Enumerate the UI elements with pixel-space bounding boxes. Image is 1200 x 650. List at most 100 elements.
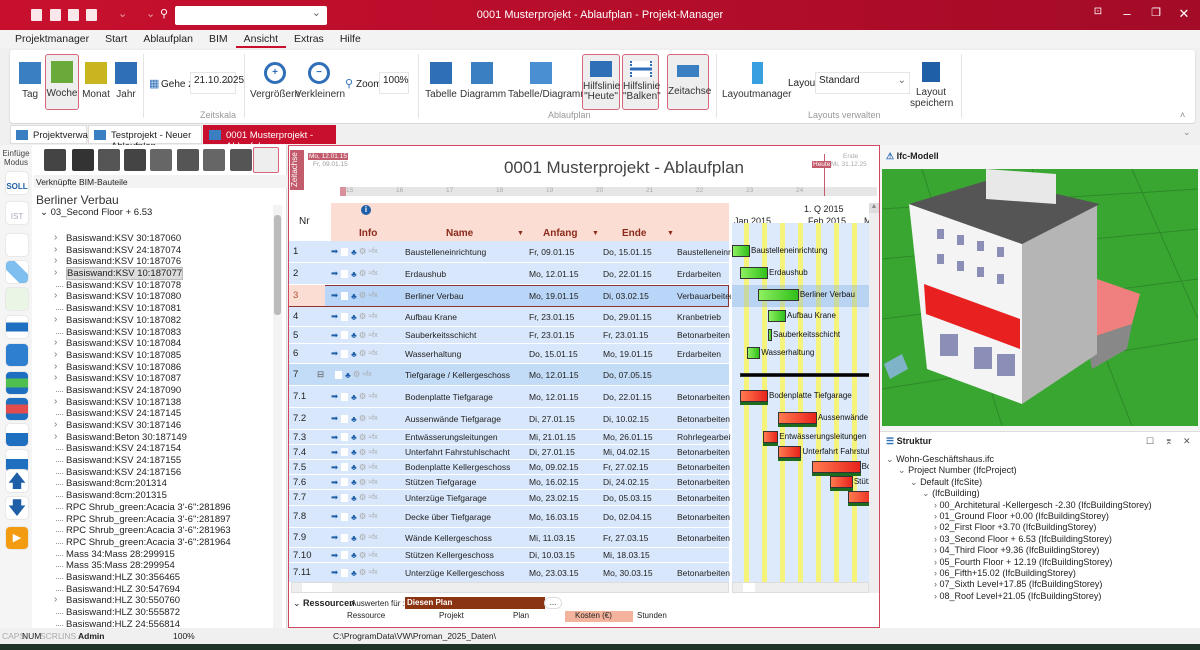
tree-item[interactable]: RPC Shrub_green:Acacia 3'-6":281897 bbox=[54, 514, 279, 526]
close-panel-icon[interactable]: ✕ bbox=[1183, 436, 1191, 446]
resource-icon[interactable]: ♣ bbox=[351, 511, 357, 522]
restore-ribbon-icon[interactable]: ⊡ bbox=[1093, 6, 1103, 17]
tree-item[interactable]: Basiswand:KSV 24:187074 bbox=[54, 244, 279, 257]
structure-item[interactable]: › 08_Roof Level+21.05 (IfcBuildingStorey… bbox=[886, 591, 1196, 602]
link-arrow-icon[interactable]: ➡ bbox=[331, 329, 339, 340]
tabs-dropdown-icon[interactable]: ⌄ bbox=[1183, 127, 1191, 137]
save-icon[interactable] bbox=[50, 9, 61, 21]
gantt-bar[interactable] bbox=[757, 289, 799, 301]
note-icon[interactable] bbox=[341, 414, 349, 423]
eval-more-button[interactable]: ... bbox=[544, 597, 562, 609]
formula-icon[interactable]: ≈fx bbox=[368, 494, 378, 501]
link-arrow-icon[interactable]: ➡ bbox=[331, 290, 339, 300]
table-row[interactable]: 6 ➡ ♣ ⚙ ≈fx Wasserhaltung Do, 15.01.15 Mo, 19.0… bbox=[289, 344, 729, 364]
tree-item[interactable]: RPC Shrub_green:Acacia 3'-6":281963 bbox=[54, 525, 279, 537]
table-row[interactable]: 1 ➡ ♣ ⚙ ≈fx Baustelleneinrichtung Fr, 09.01.15… bbox=[289, 241, 731, 263]
chevron-right-icon[interactable]: › bbox=[934, 499, 937, 510]
gantt-bar[interactable] bbox=[811, 461, 861, 473]
gantt-hscroll[interactable] bbox=[732, 582, 869, 593]
bim-icon[interactable]: ⚙ bbox=[358, 268, 367, 278]
formula-icon[interactable]: ≈fx bbox=[368, 463, 378, 471]
chevron-right-icon[interactable]: › bbox=[934, 590, 937, 601]
close-button[interactable]: ✕ bbox=[1178, 6, 1190, 21]
redo-dropdown-icon[interactable]: ⌄ bbox=[146, 8, 156, 20]
resource-icon[interactable]: ♣ bbox=[351, 290, 357, 301]
table-row[interactable]: 7.10 ➡ ♣ ⚙ ≈fx Stützen Kellergeschoss Di, 10.0… bbox=[289, 548, 729, 563]
gantt-vscroll[interactable]: ▲ bbox=[869, 203, 879, 593]
ifc-3d-viewer[interactable] bbox=[882, 169, 1198, 426]
tree-item[interactable]: Basiswand:KSV 10:187080 bbox=[54, 290, 279, 303]
collapse-ribbon-icon[interactable]: ˄ bbox=[1180, 110, 1186, 120]
milestone-bar-icon[interactable] bbox=[5, 233, 29, 257]
col-info[interactable]: Info bbox=[359, 228, 378, 239]
layout-save-button[interactable]: Layout speichern bbox=[910, 56, 953, 112]
note-icon[interactable] bbox=[341, 331, 349, 339]
chevron-right-icon[interactable]: › bbox=[934, 522, 937, 533]
gantt-bar[interactable] bbox=[762, 431, 779, 443]
formula-icon[interactable]: ≈fx bbox=[368, 415, 378, 422]
note-icon[interactable] bbox=[341, 392, 349, 401]
hilfslinie-balken-button[interactable]: Hilfslinie "Balken" bbox=[622, 54, 661, 110]
formula-icon[interactable]: ≈fx bbox=[368, 551, 378, 559]
undo-dropdown-icon[interactable]: ⌄ bbox=[118, 8, 128, 20]
model-view-icon[interactable] bbox=[124, 149, 146, 171]
resource-icon[interactable]: ♣ bbox=[351, 268, 357, 279]
collapse-icon[interactable]: ⊟ bbox=[317, 369, 325, 379]
structure-item[interactable]: › 00_Architetural -Kellergesch -2.30 (If… bbox=[886, 500, 1196, 511]
resource-icon[interactable]: ♣ bbox=[351, 462, 357, 472]
timeline-start-marker[interactable] bbox=[340, 187, 346, 196]
bim-icon[interactable]: ⚙ bbox=[358, 492, 367, 502]
resource-icon[interactable]: ♣ bbox=[351, 348, 357, 359]
bim-icon[interactable]: ⚙ bbox=[358, 290, 367, 300]
formula-icon[interactable]: ≈fx bbox=[368, 569, 378, 576]
note-icon[interactable] bbox=[341, 448, 349, 456]
gantt-bar[interactable] bbox=[778, 446, 802, 458]
chevron-down-icon[interactable]: ⌄ bbox=[922, 488, 930, 499]
tree-item[interactable]: Basiswand:KSV 10:187083 bbox=[54, 327, 279, 339]
hilfslinie-heute-button[interactable]: Hilfslinie "Heute" bbox=[582, 54, 620, 110]
col-name[interactable]: Name bbox=[446, 228, 474, 239]
note-icon[interactable] bbox=[341, 568, 349, 577]
chevron-right-icon[interactable]: › bbox=[934, 567, 937, 578]
resource-icon[interactable]: ♣ bbox=[351, 311, 357, 322]
tree-item[interactable]: Basiswand:HLZ 30:550760 bbox=[54, 594, 279, 607]
zoom-select[interactable]: 100% bbox=[379, 72, 409, 94]
pages-icon[interactable] bbox=[150, 149, 172, 171]
checklist-icon[interactable] bbox=[177, 149, 199, 171]
formula-icon[interactable]: ≈fx bbox=[368, 248, 378, 255]
bim-icon[interactable]: ⚙ bbox=[358, 461, 367, 472]
link-arrow-icon[interactable]: ➡ bbox=[331, 567, 339, 577]
link-arrow-icon[interactable]: ➡ bbox=[331, 492, 339, 502]
table-row[interactable]: 7.5 ➡ ♣ ⚙ ≈fx Bodenplatte Kellergeschoss Mo, 0… bbox=[289, 460, 730, 475]
chevron-down-icon[interactable]: ⌄ bbox=[886, 454, 894, 464]
zoom-in-button[interactable]: + Vergrößern bbox=[248, 56, 302, 106]
table-row[interactable]: 7.6 ➡ ♣ ⚙ ≈fx Stützen Tiefgarage Mo, 16.02.15 D… bbox=[289, 475, 730, 490]
resource-icon[interactable]: ♣ bbox=[351, 550, 357, 560]
gantt-bar[interactable] bbox=[747, 347, 761, 359]
structure-item[interactable]: › 07_Sixth Level+17.85 (IfcBuildingStore… bbox=[886, 579, 1196, 590]
tree-item[interactable]: RPC Shrub_green:Acacia 3'-6":281896 bbox=[54, 502, 279, 514]
maximize-panel-icon[interactable]: ☐ bbox=[1146, 436, 1155, 446]
menu-ansicht[interactable]: Ansicht bbox=[235, 30, 287, 48]
minimize-button[interactable]: – bbox=[1123, 6, 1131, 21]
link-arrow-icon[interactable]: ➡ bbox=[331, 268, 339, 278]
menu-start[interactable]: Start bbox=[105, 33, 128, 45]
resource-icon[interactable]: ♣ bbox=[345, 369, 351, 380]
tree-item[interactable]: Basiswand:KSV 30:187146 bbox=[54, 419, 279, 432]
link-arrow-icon[interactable]: ➡ bbox=[331, 549, 339, 560]
tree-item[interactable]: Basiswand:KSV 24:187145 bbox=[54, 408, 279, 420]
diamond-icon[interactable] bbox=[5, 260, 29, 284]
structure-item[interactable]: › 02_First Floor +3.70 (IfcBuildingStore… bbox=[886, 522, 1196, 533]
insert-row-icon[interactable] bbox=[5, 371, 29, 395]
note-icon[interactable] bbox=[341, 247, 349, 256]
gantt-chart[interactable]: Baustelleneinrichtung Erdaushub Berliner V… bbox=[732, 223, 869, 593]
bim-icon[interactable]: ⚙ bbox=[358, 246, 367, 256]
link-arrow-icon[interactable]: ➡ bbox=[331, 246, 339, 256]
delete-row-icon[interactable] bbox=[5, 397, 29, 421]
tree-item[interactable]: Basiswand:8cm:201314 bbox=[54, 478, 279, 490]
tab-testprojekt[interactable]: Testprojekt - Neuer Ablaufplan bbox=[88, 125, 202, 152]
chevron-down-icon[interactable]: ⌄ bbox=[898, 465, 906, 476]
table-row[interactable]: 7.11 ➡ ♣ ⚙ ≈fx Unterzüge Kellergeschoss Mo, 23… bbox=[289, 563, 730, 583]
note-icon[interactable] bbox=[335, 370, 343, 379]
gantt-bar[interactable] bbox=[768, 328, 772, 341]
